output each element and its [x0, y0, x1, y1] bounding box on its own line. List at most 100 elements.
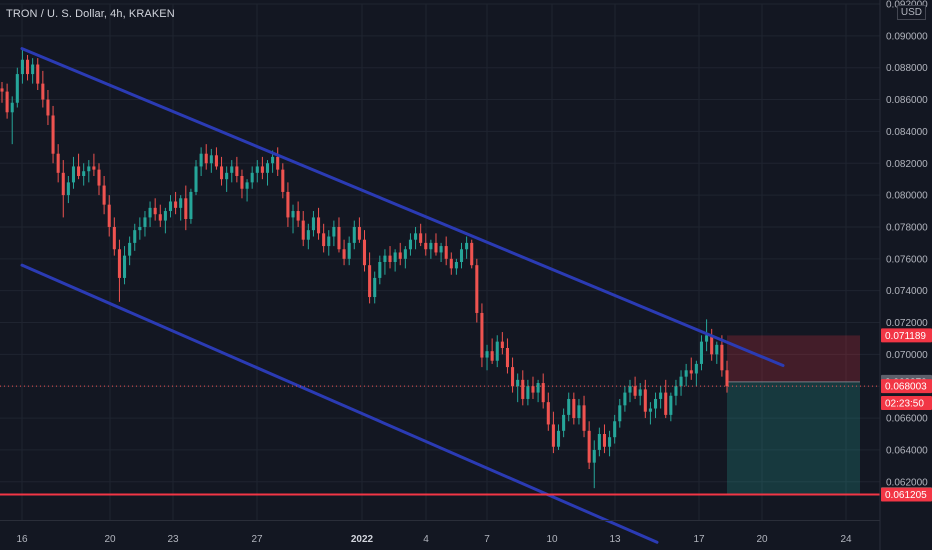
candle-body: [424, 242, 428, 250]
candle-body: [128, 242, 132, 256]
candle-body: [689, 370, 693, 374]
candle-body: [41, 83, 45, 100]
candle-body: [597, 434, 601, 450]
price-tick-label: 0.074000: [886, 286, 928, 297]
candle-body: [97, 169, 101, 186]
candle-body: [388, 255, 392, 262]
candle-body: [82, 171, 86, 176]
candle-body: [0, 88, 4, 92]
candle-body: [465, 242, 469, 250]
candle-body: [61, 172, 65, 196]
candle-body: [664, 392, 668, 415]
candle-body: [179, 198, 183, 208]
candle-body: [490, 351, 494, 361]
candle-body: [174, 201, 178, 208]
candle-body: [56, 153, 60, 173]
candle-body: [357, 226, 361, 240]
price-tags: 0.0711890.0682700.06800302:23:500.061217…: [881, 328, 932, 502]
price-tick-label: 0.078000: [886, 222, 928, 233]
candle-body: [102, 185, 106, 205]
price-tick-label: 0.086000: [886, 95, 928, 106]
candle-body: [286, 191, 290, 218]
candle-body: [337, 226, 341, 250]
candle-body: [306, 230, 310, 240]
candle-body: [10, 102, 14, 113]
candle-body: [368, 265, 372, 298]
candle-body: [46, 99, 50, 116]
channel-lower-line[interactable]: [20, 263, 659, 544]
candle-body: [373, 277, 377, 298]
candle-body: [393, 252, 397, 262]
candle-body: [459, 249, 464, 262]
time-axis[interactable]: 16 20 23 27 2022 4 7 10 13 17 20 24: [0, 520, 880, 546]
price-axis[interactable]: 0.0620000.0640000.0660000.0680000.070000…: [879, 0, 932, 550]
candle-body: [255, 166, 259, 173]
candle-body: [720, 344, 724, 371]
candle-body: [5, 91, 9, 113]
candle-body: [194, 166, 198, 192]
candle-body: [168, 201, 173, 212]
candle-body: [189, 191, 193, 219]
candle-body: [710, 335, 714, 355]
candle-body: [296, 211, 300, 221]
symbol-title[interactable]: TRON / U. S. Dollar, 4h, KRAKEN: [6, 8, 175, 20]
candle-body: [434, 242, 438, 253]
time-tick-label: 27: [251, 534, 263, 545]
candle-body: [36, 64, 40, 84]
currency-label[interactable]: USD: [896, 5, 926, 20]
drawing-overlays[interactable]: [0, 47, 880, 544]
candle-body: [245, 182, 249, 189]
candle-body: [715, 344, 719, 355]
time-tick-label: 17: [693, 534, 705, 545]
price-tag: [881, 487, 932, 502]
candle-body: [618, 405, 622, 422]
position-zones: [727, 335, 860, 495]
candle-body: [638, 389, 642, 396]
candle-body: [475, 265, 479, 313]
time-tick-label: 20: [756, 534, 768, 545]
candle-body: [505, 348, 509, 368]
time-tick-label: 7: [484, 534, 490, 545]
candle-body: [648, 408, 652, 412]
candle-body: [311, 217, 315, 231]
candle-body: [725, 370, 729, 387]
candle-body: [439, 246, 443, 253]
candles-layer: [0, 48, 729, 489]
candle-body: [153, 207, 157, 215]
candle-body: [699, 341, 704, 364]
price-tick-label: 0.080000: [886, 191, 928, 202]
candle-body: [511, 367, 515, 387]
candle-body: [480, 312, 484, 358]
candle-body: [214, 155, 218, 167]
candle-body: [327, 236, 331, 247]
candle-body: [454, 262, 458, 269]
candle-body: [352, 226, 356, 243]
price-tick-label: 0.062000: [886, 477, 928, 488]
candle-body: [20, 59, 24, 75]
candle-body: [317, 217, 321, 234]
candle-body: [643, 389, 647, 412]
candle-body: [551, 424, 555, 447]
candle-body: [531, 386, 535, 393]
candle-body: [250, 172, 254, 183]
candle-body: [684, 370, 688, 377]
price-tag: [881, 395, 932, 410]
candle-body: [260, 166, 264, 173]
price-tick-label: 0.066000: [886, 414, 928, 425]
candle-body: [92, 166, 96, 170]
price-tag: [881, 379, 932, 394]
candle-body: [347, 242, 351, 259]
time-tick-label: 24: [840, 534, 852, 545]
candle-body: [15, 74, 19, 103]
channel-upper-line[interactable]: [20, 47, 785, 368]
candle-body: [77, 166, 81, 176]
candle-body: [123, 255, 127, 278]
candle-body: [291, 211, 295, 218]
candle-body: [301, 220, 305, 240]
candle-body: [694, 363, 698, 374]
candle-body: [332, 226, 336, 237]
candle-body: [403, 249, 407, 259]
price-tick-label: 0.090000: [886, 31, 928, 42]
